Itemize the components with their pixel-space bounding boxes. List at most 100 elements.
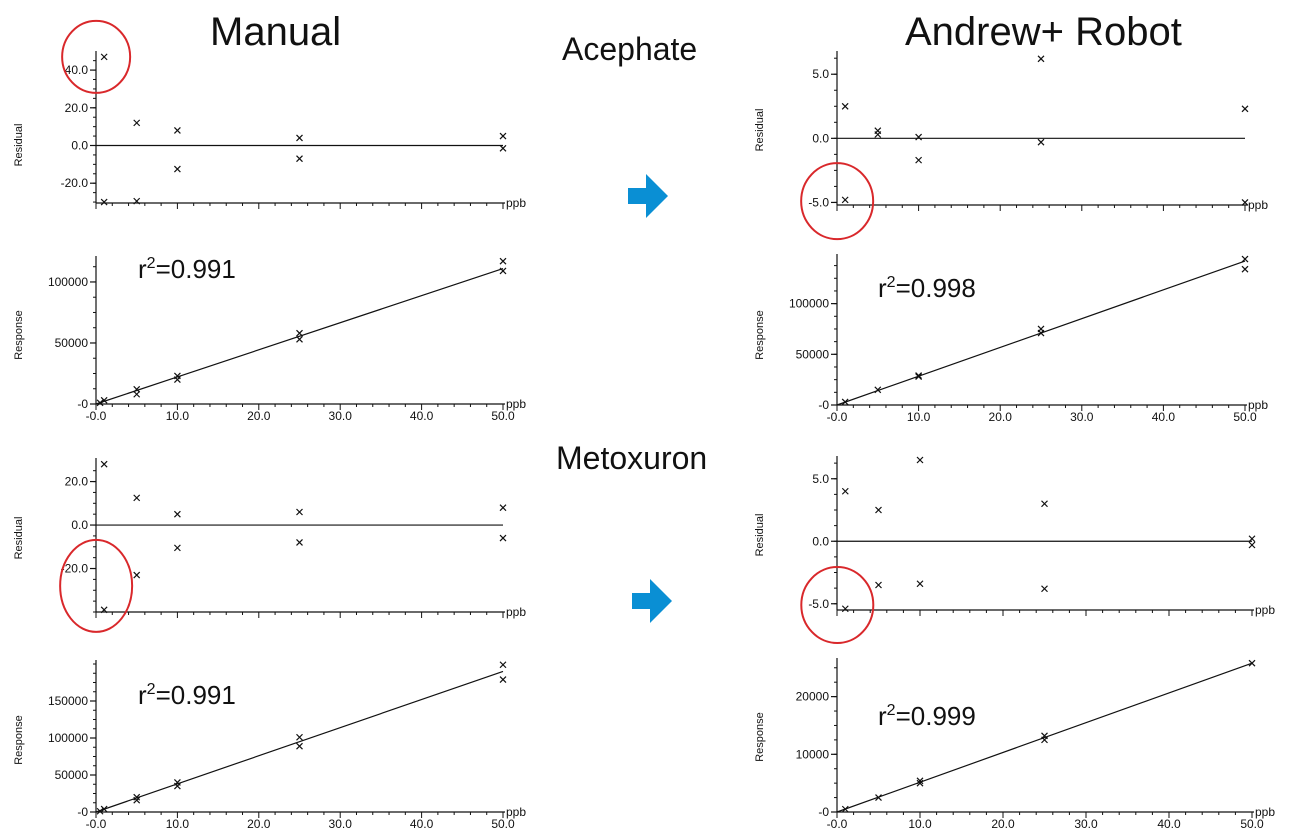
x-tick-label: 40.0 — [1157, 817, 1181, 831]
x-unit-label: ppb — [1248, 398, 1268, 412]
data-point — [296, 733, 303, 741]
data-point — [1241, 255, 1249, 263]
data-point — [133, 390, 141, 398]
y-tick-label: 20000 — [796, 690, 830, 704]
y-tick-label: -20.0 — [61, 176, 89, 190]
robot-column-title: Andrew+ Robot — [905, 10, 1182, 54]
y-tick-label: -0 — [818, 805, 829, 819]
data-point — [100, 460, 108, 468]
y-axis-title: Response — [13, 310, 25, 360]
data-point — [916, 777, 924, 785]
acephate-manual-response-chart: -0 50000 100000 -0.0 10.0 20.0 30.0 40.0 50.0ppb… — [13, 254, 526, 423]
acephate-manual-residual-chart: -20.0 0.0 20.0 40.0 ppb Residual — [13, 19, 526, 210]
x-unit-label: ppb — [1255, 603, 1275, 617]
data-point — [133, 385, 141, 393]
data-point — [1037, 329, 1045, 337]
data-point — [173, 126, 181, 134]
data-point — [133, 197, 141, 205]
data-point — [841, 398, 849, 406]
y-axis-title: Residual — [754, 514, 766, 557]
x-tick-label: 20.0 — [991, 817, 1015, 831]
metoxuron-manual-response-chart: -0 50000 100000 150000 -0.0 10.0 20.0 30.0 40.0 5… — [13, 660, 526, 831]
x-tick-label: 20.0 — [989, 410, 1013, 424]
x-tick-label: 40.0 — [1152, 410, 1176, 424]
x-tick-label: 20.0 — [247, 409, 271, 423]
y-axis-title: Response — [754, 310, 766, 360]
r-squared-label: r2=0.998 — [878, 273, 976, 303]
data-point — [916, 456, 924, 464]
acephate-robot-residual-chart: -5.0 0.0 5.0 ppb Residual — [754, 51, 1268, 241]
y-tick-label: -20.0 — [61, 562, 89, 576]
data-point — [133, 796, 141, 804]
data-point — [875, 794, 882, 802]
data-point — [100, 606, 108, 614]
x-tick-label: 20.0 — [247, 817, 271, 831]
data-point — [96, 399, 104, 407]
y-axis-title: Response — [13, 715, 25, 765]
x-tick-label: 10.0 — [166, 409, 190, 423]
data-point — [915, 373, 923, 381]
highlight-circle — [59, 538, 134, 633]
x-tick-label: 10.0 — [907, 410, 931, 424]
x-tick-label: 50.0 — [1233, 410, 1257, 424]
data-point — [1248, 659, 1256, 667]
data-point — [296, 134, 303, 142]
data-point — [173, 782, 181, 790]
data-point — [499, 257, 507, 265]
metoxuron-robot-residual-chart: -5.0 0.0 5.0 ppb Residual — [754, 456, 1275, 644]
data-point — [841, 487, 849, 495]
y-tick-label: 0.0 — [71, 138, 88, 152]
x-tick-label: 30.0 — [329, 817, 353, 831]
data-point — [133, 119, 141, 127]
data-point — [875, 581, 882, 589]
acephate-robot-response-chart: -0 50000 100000 -0.0 10.0 20.0 30.0 40.0 50.0ppb… — [754, 254, 1268, 424]
data-point — [296, 539, 303, 546]
y-tick-label: 100000 — [789, 297, 829, 311]
x-tick-label: -0.0 — [827, 410, 848, 424]
x-unit-label: ppb — [506, 397, 526, 411]
y-axis-title: Response — [754, 712, 766, 762]
data-point — [499, 534, 507, 542]
data-point — [133, 793, 141, 801]
y-tick-label: -0 — [818, 398, 829, 412]
data-point — [915, 156, 923, 164]
x-tick-label: -0.0 — [86, 817, 107, 831]
data-point — [100, 396, 108, 404]
right-arrow-icon — [628, 174, 668, 218]
data-point — [1041, 585, 1048, 593]
y-tick-label: 150000 — [48, 694, 88, 708]
x-unit-label: ppb — [506, 605, 526, 619]
x-unit-label: ppb — [1255, 805, 1275, 819]
data-point — [100, 198, 108, 206]
data-point — [173, 165, 181, 173]
data-point — [1241, 199, 1249, 206]
data-point — [133, 571, 141, 579]
fit-line — [95, 267, 504, 405]
highlight-circle — [800, 162, 875, 241]
data-point — [296, 329, 303, 337]
data-point — [296, 335, 303, 343]
data-point — [296, 742, 303, 750]
y-tick-label: 20.0 — [65, 475, 89, 489]
x-tick-label: 40.0 — [410, 817, 434, 831]
data-point — [133, 494, 141, 502]
y-tick-label: 20.0 — [65, 101, 89, 115]
y-axis-title: Residual — [754, 109, 766, 152]
y-tick-label: 5.0 — [812, 67, 829, 81]
data-point — [499, 132, 507, 140]
x-tick-label: 50.0 — [491, 409, 515, 423]
data-point — [841, 805, 849, 813]
y-axis-title: Residual — [13, 124, 25, 167]
data-point — [499, 267, 507, 275]
x-tick-label: -0.0 — [827, 817, 848, 831]
right-arrow-icon — [632, 579, 672, 623]
data-point — [915, 372, 923, 380]
data-point — [916, 779, 924, 787]
x-tick-label: 50.0 — [1240, 817, 1264, 831]
y-tick-label: 50000 — [55, 336, 89, 350]
y-tick-label: -5.0 — [808, 195, 829, 209]
data-point — [499, 676, 507, 683]
data-point — [1037, 138, 1045, 146]
